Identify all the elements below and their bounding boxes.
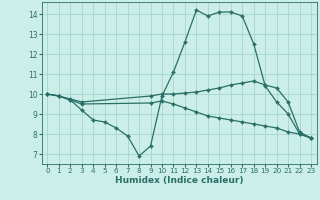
X-axis label: Humidex (Indice chaleur): Humidex (Indice chaleur) (115, 176, 244, 185)
